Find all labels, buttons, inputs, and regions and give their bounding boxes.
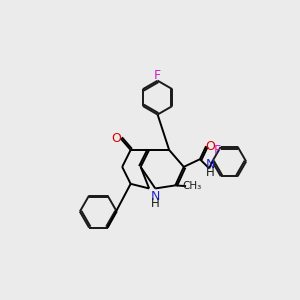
Text: N: N [206,158,215,171]
Text: O: O [205,140,215,153]
Text: H: H [151,196,160,210]
Text: CH₃: CH₃ [183,181,202,191]
Text: F: F [154,69,161,82]
Text: H: H [206,166,215,179]
Text: F: F [213,144,220,157]
Text: O: O [111,132,121,145]
Text: N: N [151,190,160,203]
